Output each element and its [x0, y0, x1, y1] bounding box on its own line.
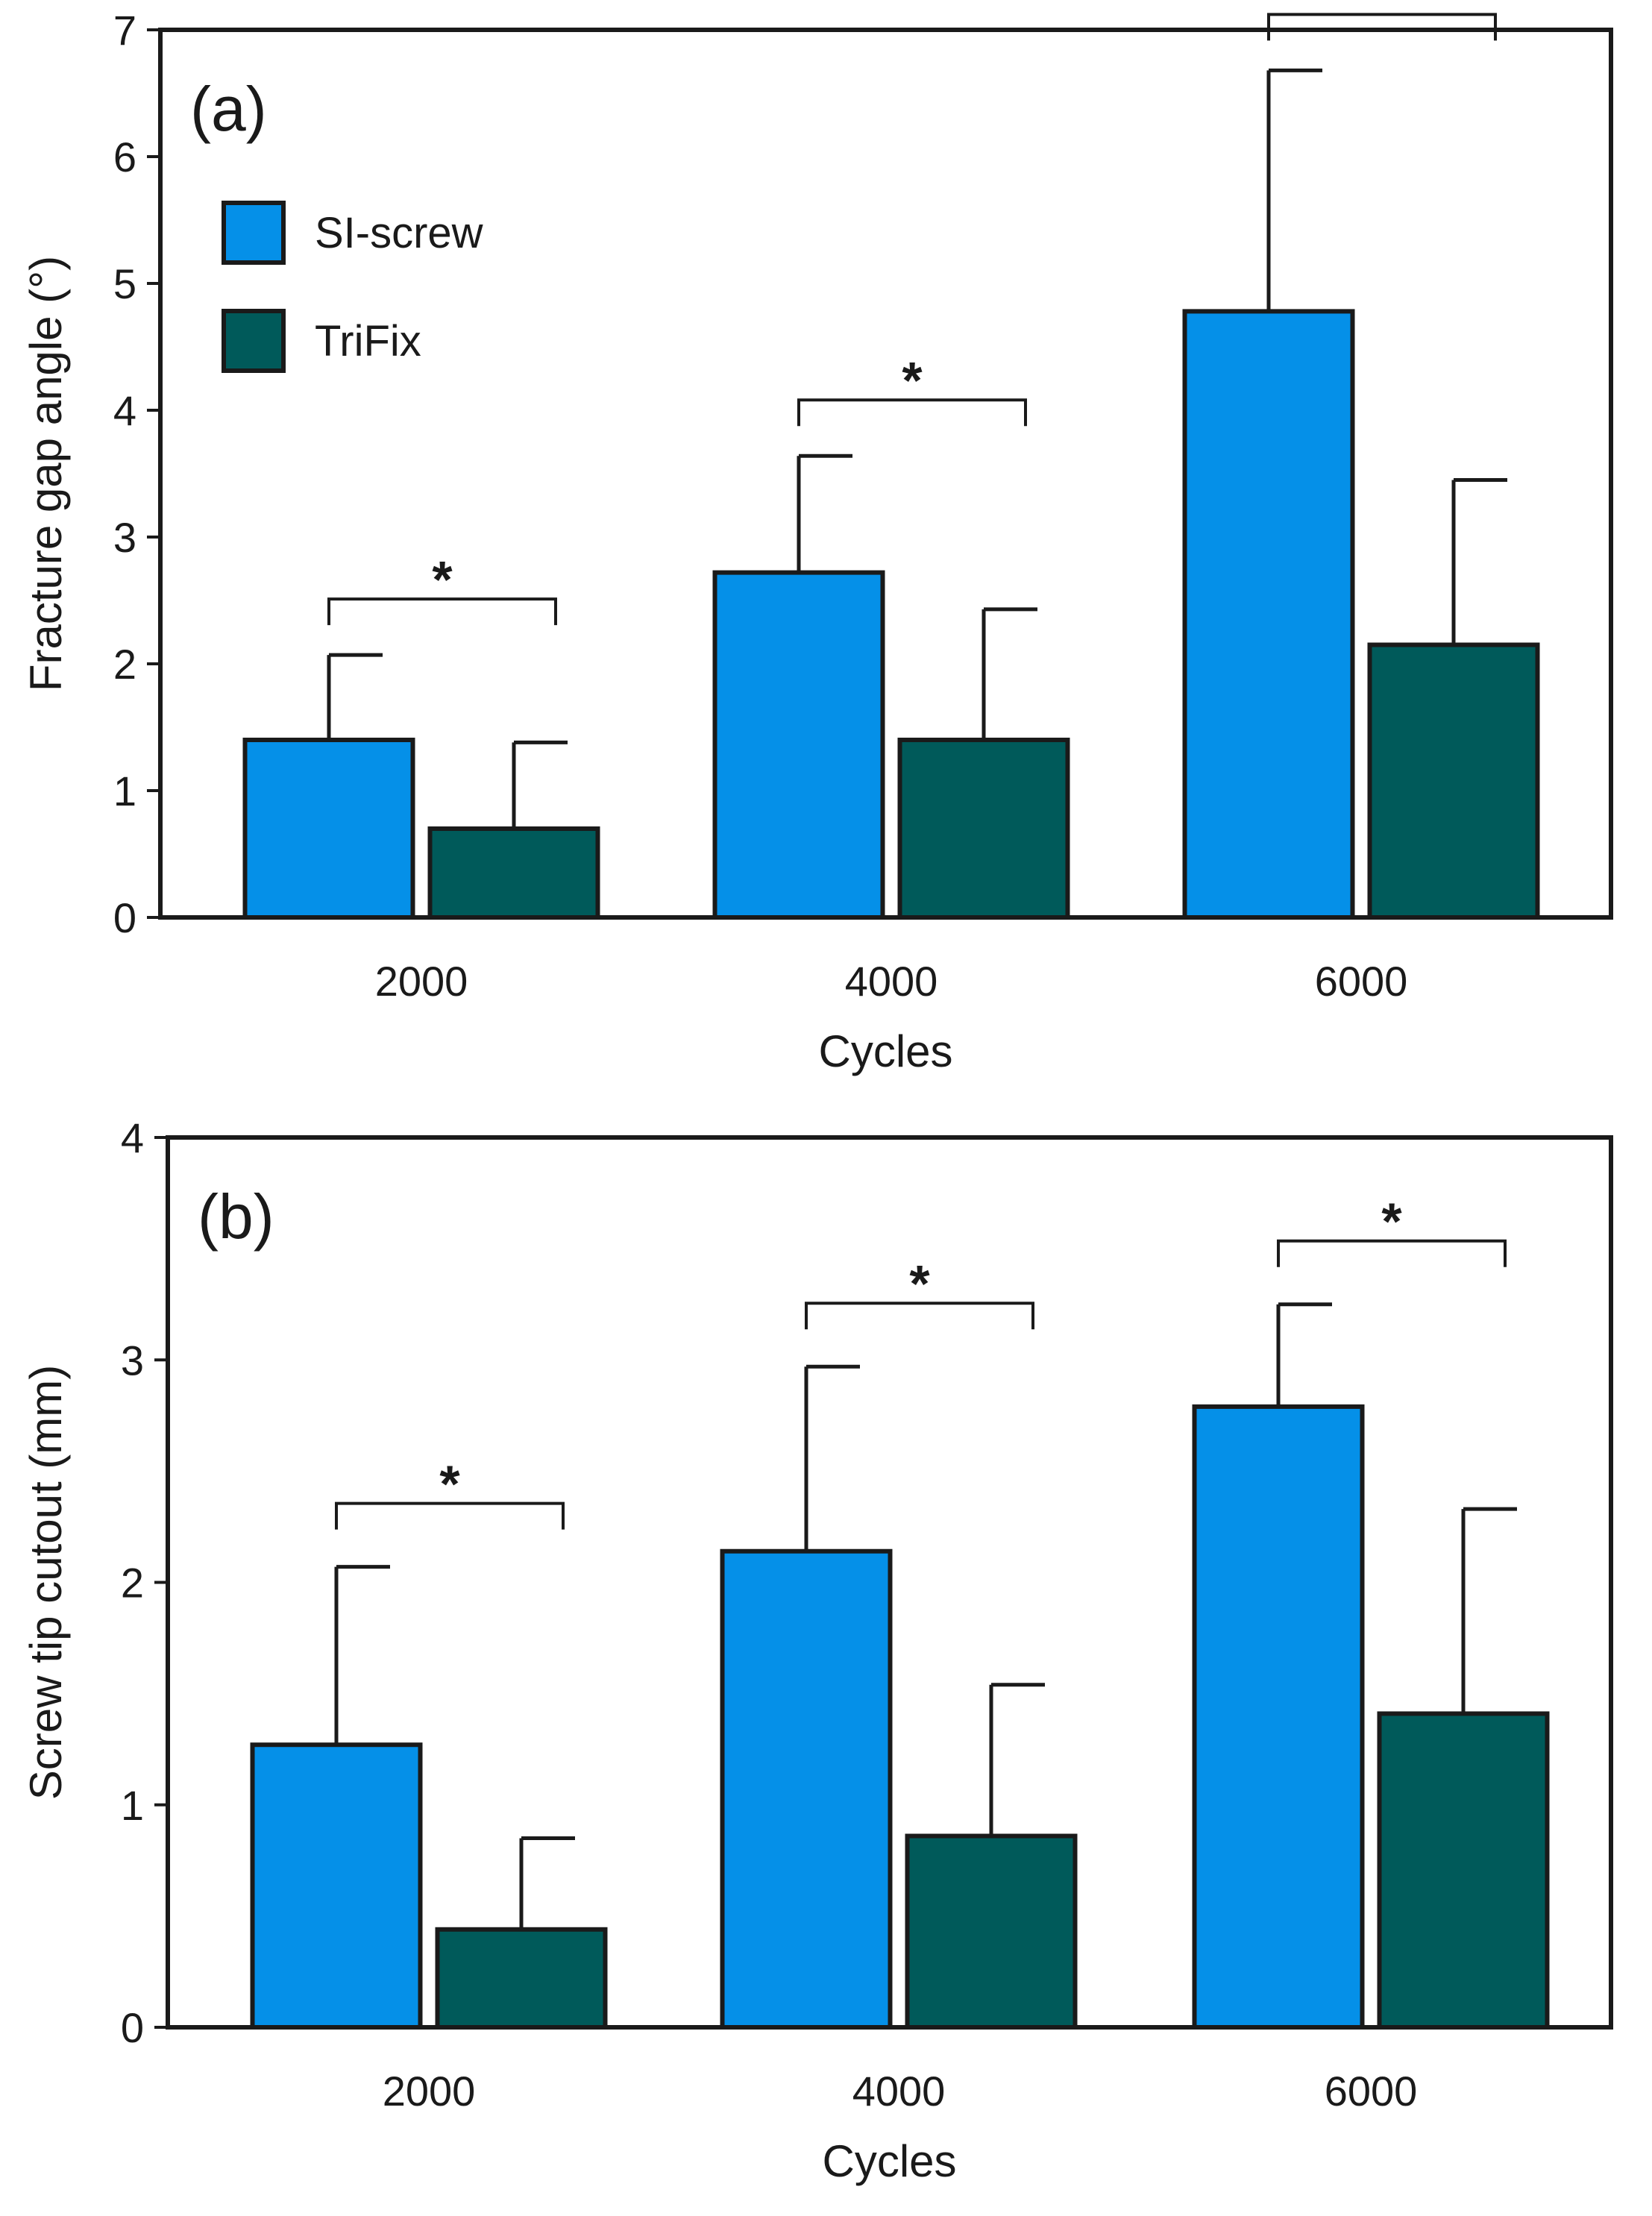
y-axis-title: Screw tip cutout (mm) — [21, 1365, 71, 1800]
chart-panel-a: 0 1 2 3 4 5 6 7 * 2000 * 4000 * 6000 Cycles Fracture ga… — [21, 0, 1613, 1076]
legend: SI-screw TriFix — [222, 201, 484, 373]
legend-swatch-trifix — [222, 309, 286, 373]
bar-trifix-2000 — [435, 1927, 608, 2030]
significance-star: * — [1381, 1193, 1402, 1251]
y-tick-label: 2 — [121, 1560, 144, 1607]
y-tick-label: 4 — [121, 1114, 144, 1161]
bar-si-screw-2000 — [242, 738, 415, 920]
plot-frame — [158, 28, 1613, 920]
y-axis-title: Fracture gap angle (°) — [21, 256, 71, 691]
x-tick-label: 2000 — [383, 2068, 476, 2115]
y-tick-label: 7 — [113, 7, 136, 54]
significance-star: * — [439, 1455, 460, 1513]
bar-si-screw-4000 — [720, 1548, 893, 2030]
bar-si-screw-6000 — [1192, 1404, 1365, 2030]
significance-bracket — [805, 1302, 1034, 1330]
significance-bracket — [1277, 1239, 1507, 1267]
legend-swatch-si-screw — [222, 201, 286, 265]
bar-si-screw-2000 — [250, 1742, 423, 2030]
panel-label: (a) — [190, 74, 267, 144]
y-tick-label: 6 — [113, 134, 136, 181]
y-tick-label: 4 — [113, 387, 136, 434]
significance-bracket — [1267, 13, 1497, 41]
x-tick-label: 6000 — [1325, 2068, 1418, 2115]
bar-trifix-2000 — [427, 826, 600, 920]
significance-star: * — [902, 351, 923, 409]
chart-panel-b: 0 1 2 3 4 * 2000 * 4000 * 6000 Cycles Screw tip cuto… — [21, 1114, 1613, 2186]
x-axis-title: Cycles — [822, 2136, 956, 2186]
bar-trifix-6000 — [1377, 1711, 1550, 2030]
y-tick-label: 1 — [113, 768, 136, 814]
legend-label: TriFix — [315, 317, 421, 365]
significance-bracket — [335, 1501, 565, 1530]
y-tick-label: 1 — [121, 1782, 144, 1829]
bar-trifix-4000 — [905, 1833, 1078, 2030]
bar-si-screw-4000 — [712, 570, 885, 920]
x-tick-label: 2000 — [375, 958, 468, 1005]
significance-star: * — [1372, 0, 1392, 24]
plot-frame — [166, 1135, 1613, 2030]
significance-bracket — [797, 398, 1027, 427]
significance-star: * — [432, 550, 453, 609]
x-tick-label: 6000 — [1315, 958, 1408, 1005]
y-tick-label: 0 — [113, 894, 136, 941]
significance-star: * — [909, 1255, 930, 1313]
legend-label: SI-screw — [315, 209, 484, 257]
x-tick-label: 4000 — [852, 2068, 946, 2115]
y-tick-label: 3 — [121, 1337, 144, 1384]
y-tick-label: 5 — [113, 260, 136, 307]
panel-label: (b) — [198, 1181, 274, 1252]
bar-trifix-4000 — [897, 738, 1070, 920]
bar-trifix-6000 — [1367, 642, 1540, 920]
y-tick-label: 2 — [113, 641, 136, 688]
x-axis-title: Cycles — [818, 1026, 952, 1076]
x-tick-label: 4000 — [845, 958, 938, 1005]
bar-si-screw-6000 — [1182, 309, 1355, 920]
significance-bracket — [327, 597, 557, 626]
y-tick-label: 3 — [113, 514, 136, 561]
y-tick-label: 0 — [121, 2004, 144, 2051]
